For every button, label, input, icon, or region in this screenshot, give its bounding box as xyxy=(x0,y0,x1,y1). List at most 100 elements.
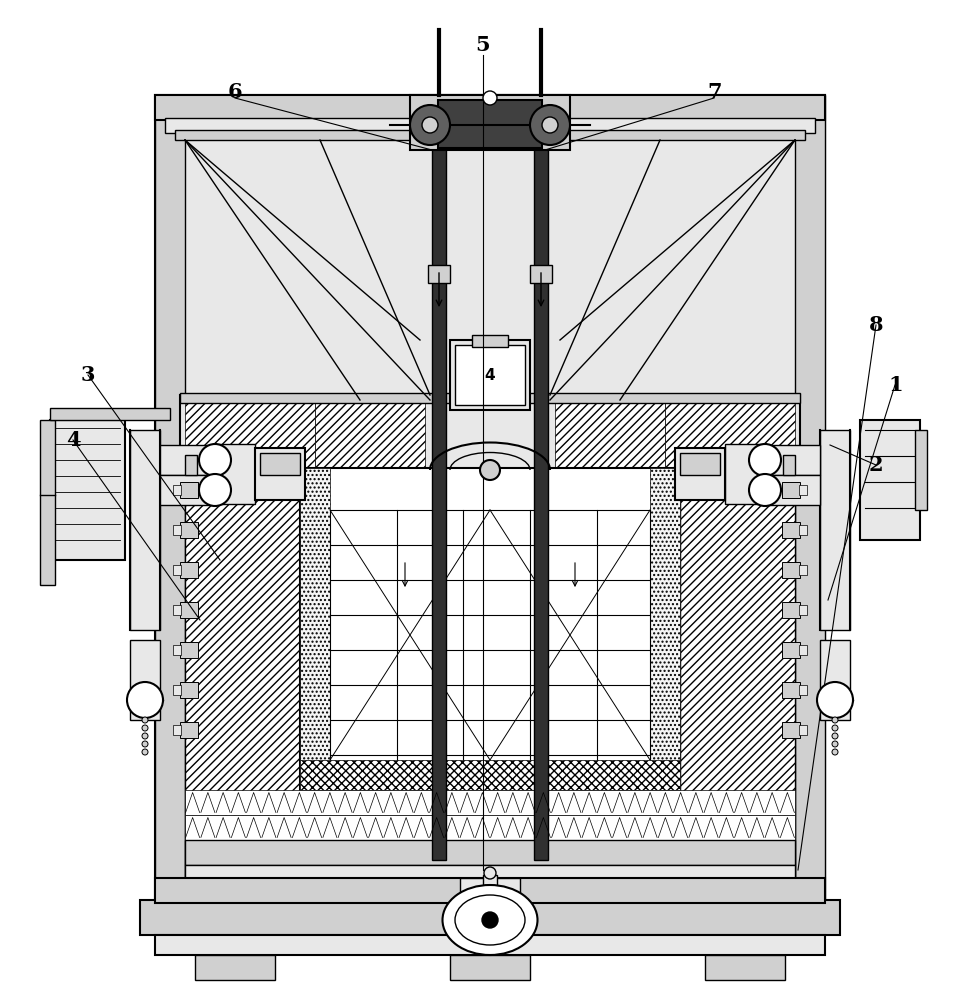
Bar xyxy=(299,468,680,858)
Bar xyxy=(180,722,198,738)
Bar xyxy=(460,878,519,938)
Bar xyxy=(781,522,799,538)
Circle shape xyxy=(142,733,148,739)
Bar xyxy=(159,445,215,475)
Circle shape xyxy=(410,105,450,145)
Bar xyxy=(781,602,799,618)
Bar xyxy=(180,562,198,578)
Bar xyxy=(764,475,820,505)
Bar xyxy=(482,875,497,893)
Bar xyxy=(185,840,794,865)
Bar xyxy=(185,815,794,840)
Bar xyxy=(173,725,181,735)
Bar xyxy=(781,642,799,658)
Bar xyxy=(180,682,198,698)
Bar xyxy=(173,605,181,615)
Circle shape xyxy=(542,117,557,133)
Bar xyxy=(680,468,794,878)
Bar xyxy=(185,455,197,475)
Bar xyxy=(798,565,806,575)
Bar xyxy=(781,482,799,498)
Bar xyxy=(410,95,569,150)
Bar xyxy=(764,445,820,475)
Text: 8: 8 xyxy=(868,315,882,335)
Bar xyxy=(173,565,181,575)
Bar xyxy=(471,335,508,347)
Bar xyxy=(798,525,806,535)
Bar xyxy=(180,482,198,498)
Bar xyxy=(680,453,719,475)
Bar xyxy=(140,900,839,935)
Bar xyxy=(173,525,181,535)
Text: 3: 3 xyxy=(81,365,95,385)
Bar xyxy=(155,95,824,120)
Bar xyxy=(555,400,664,470)
Circle shape xyxy=(831,725,837,731)
Bar xyxy=(40,420,55,585)
Bar xyxy=(820,430,849,630)
Bar xyxy=(155,95,185,935)
Bar xyxy=(180,642,198,658)
Circle shape xyxy=(817,682,852,718)
Bar xyxy=(173,685,181,695)
Circle shape xyxy=(199,444,231,476)
Bar xyxy=(782,455,794,475)
Text: 2: 2 xyxy=(868,455,882,475)
Bar xyxy=(155,878,824,903)
Bar xyxy=(165,118,814,133)
Bar xyxy=(674,448,725,500)
Circle shape xyxy=(831,717,837,723)
Text: 4: 4 xyxy=(67,430,80,450)
Bar xyxy=(455,345,524,405)
Circle shape xyxy=(748,444,780,476)
Circle shape xyxy=(142,749,148,755)
Bar xyxy=(50,408,170,420)
Bar xyxy=(704,955,784,980)
Text: 1: 1 xyxy=(888,375,902,395)
Bar xyxy=(159,475,215,505)
Bar xyxy=(130,640,159,720)
Circle shape xyxy=(142,741,148,747)
Bar xyxy=(649,468,680,858)
Bar xyxy=(431,140,446,860)
Bar xyxy=(299,760,680,790)
Circle shape xyxy=(479,460,500,480)
Text: 5: 5 xyxy=(475,35,489,55)
Bar xyxy=(725,444,764,504)
Bar xyxy=(130,430,159,630)
Text: 7: 7 xyxy=(707,82,721,102)
Bar xyxy=(427,265,450,283)
Bar xyxy=(859,420,919,540)
Circle shape xyxy=(831,733,837,739)
Bar xyxy=(260,453,299,475)
Bar xyxy=(185,865,794,880)
Bar xyxy=(820,640,849,720)
Bar xyxy=(315,400,424,470)
Bar xyxy=(664,400,794,470)
Bar xyxy=(437,100,542,148)
Bar xyxy=(914,430,926,510)
Text: 4: 4 xyxy=(484,367,495,382)
Circle shape xyxy=(529,105,569,145)
Bar xyxy=(781,722,799,738)
Text: 6: 6 xyxy=(228,82,242,102)
Circle shape xyxy=(127,682,162,718)
Bar xyxy=(180,522,198,538)
Bar xyxy=(450,340,529,410)
Circle shape xyxy=(481,912,498,928)
Bar xyxy=(781,562,799,578)
Circle shape xyxy=(483,867,496,879)
Bar xyxy=(798,685,806,695)
Bar xyxy=(299,468,330,858)
Circle shape xyxy=(142,725,148,731)
Bar xyxy=(175,130,804,140)
Ellipse shape xyxy=(442,885,537,955)
Bar xyxy=(798,725,806,735)
Bar xyxy=(185,790,794,815)
Bar xyxy=(798,485,806,495)
Bar xyxy=(155,95,824,935)
Bar xyxy=(180,393,799,403)
Bar xyxy=(173,645,181,655)
Bar xyxy=(450,955,529,980)
Bar xyxy=(50,420,125,560)
